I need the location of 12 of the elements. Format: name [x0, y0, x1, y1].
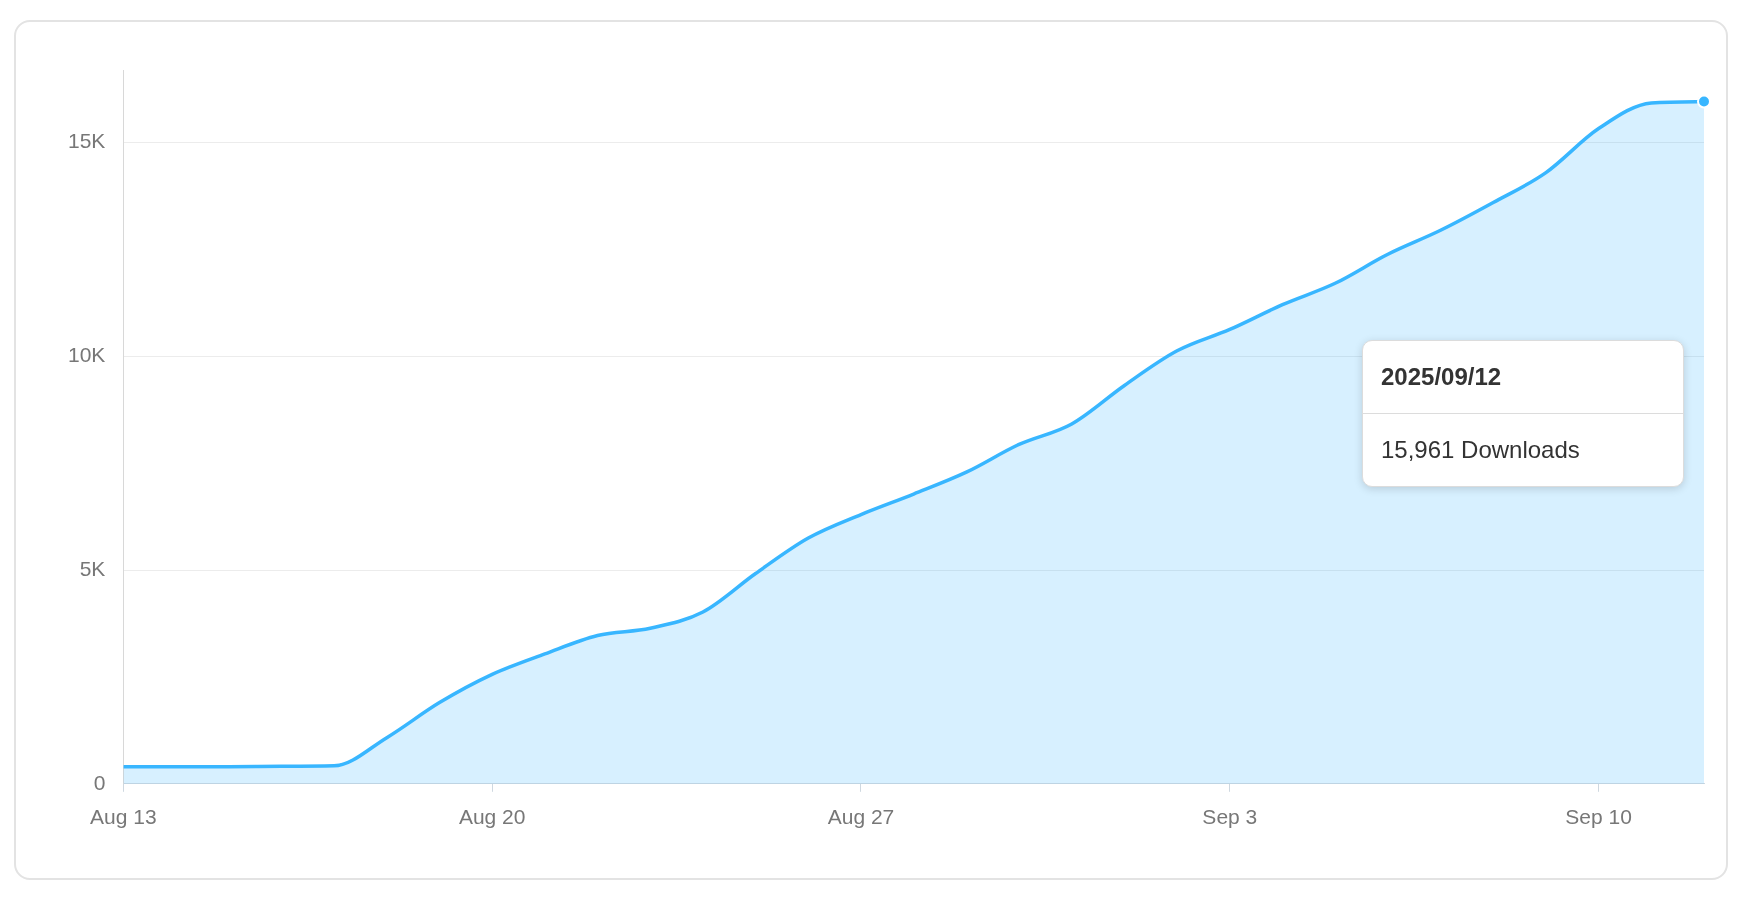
y-tick-label: 10K — [67, 343, 106, 367]
tooltip-card: 2025/09/12 15,961 Downloads — [1362, 340, 1684, 487]
x-tick-label: Sep 3 — [1202, 805, 1258, 829]
x-tick-label: Sep 10 — [1565, 805, 1632, 829]
x-tick-label: Aug 20 — [458, 805, 526, 829]
y-tick-label: 5K — [79, 556, 106, 580]
x-tick-label: Aug 13 — [90, 805, 157, 829]
y-tick-label: 0 — [93, 770, 106, 794]
x-tick-label: Aug 27 — [827, 805, 895, 829]
annotation: 2025/09/12 — [1380, 362, 1503, 392]
y-tick-label: 15K — [67, 129, 106, 153]
annotation: 15,961 Downloads — [1363, 413, 1683, 486]
